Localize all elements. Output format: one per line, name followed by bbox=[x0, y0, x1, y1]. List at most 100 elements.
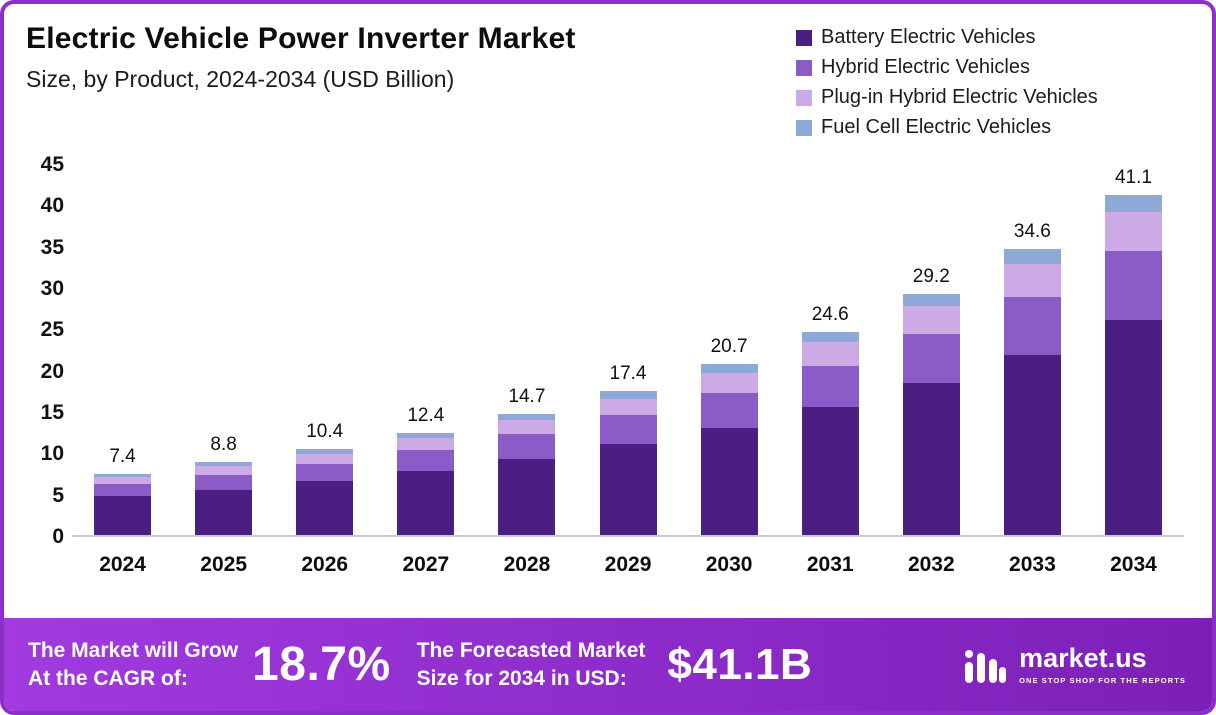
logo-name: market.us bbox=[1019, 642, 1147, 673]
legend-swatch-fcev bbox=[796, 119, 812, 136]
bar-segment bbox=[1003, 263, 1061, 297]
bar-segment bbox=[902, 306, 960, 335]
y-tick-label: 45 bbox=[40, 153, 64, 176]
y-tick-label: 25 bbox=[40, 318, 64, 342]
bar-segment bbox=[498, 413, 556, 421]
bar-total-label: 10.4 bbox=[306, 421, 344, 443]
bar-column: 24.6 bbox=[780, 165, 881, 535]
cagr-label: The Market will Grow At the CAGR of: bbox=[28, 637, 238, 692]
bar-segment bbox=[195, 474, 253, 490]
bar-stack bbox=[700, 363, 758, 535]
bar-column: 8.8 bbox=[173, 165, 274, 535]
x-axis-tick-label: 2028 bbox=[503, 553, 551, 576]
bar-segment bbox=[1104, 251, 1162, 321]
y-tick-label: 10 bbox=[40, 442, 64, 466]
page-title: Electric Vehicle Power Inverter Market bbox=[26, 22, 576, 55]
forecast-label: The Forecasted Market Size for 2034 in U… bbox=[417, 637, 646, 692]
bar-segment bbox=[397, 432, 455, 439]
bar-total-label: 29.2 bbox=[912, 265, 950, 287]
y-tick-label: 0 bbox=[52, 525, 64, 548]
x-axis-tick-label: 2033 bbox=[1009, 553, 1056, 576]
bar-segment bbox=[700, 392, 758, 428]
footer-banner: The Market will Grow At the CAGR of: 18.… bbox=[4, 618, 1212, 711]
bar-stack bbox=[1104, 195, 1162, 535]
bar-segment bbox=[397, 449, 455, 471]
legend-item-phev: Plug-in Hybrid Electric Vehicles bbox=[796, 86, 1186, 109]
bar-segment bbox=[1003, 296, 1061, 355]
y-tick-label: 20 bbox=[40, 359, 64, 383]
bar-segment bbox=[1104, 211, 1162, 252]
bar-stack bbox=[599, 391, 657, 535]
legend-label: Fuel Cell Electric Vehicles bbox=[821, 116, 1052, 138]
y-tick-label: 40 bbox=[40, 194, 64, 218]
legend-swatch-hev bbox=[796, 59, 812, 76]
y-axis: 0 5 10 15 20 25 30 35 40 45 bbox=[20, 154, 72, 577]
x-axis-tick-label: 2026 bbox=[301, 553, 349, 576]
bar-stack bbox=[94, 473, 152, 535]
bar-segment bbox=[94, 483, 152, 497]
bar-segment bbox=[599, 415, 657, 445]
bar-segment bbox=[296, 463, 354, 482]
x-axis-tick-label: 2034 bbox=[1110, 553, 1157, 576]
legend-item-bev: Battery Electric Vehicles bbox=[796, 26, 1186, 49]
bar-total-label: 12.4 bbox=[407, 404, 445, 426]
bar-stack bbox=[902, 293, 960, 535]
bar-segment bbox=[397, 470, 455, 535]
bar-segment bbox=[195, 489, 253, 535]
logo-tagline: ONE STOP SHOP FOR THE REPORTS bbox=[1019, 675, 1186, 685]
header: Electric Vehicle Power Inverter Market S… bbox=[4, 4, 1212, 139]
legend-label: Plug-in Hybrid Electric Vehicles bbox=[821, 86, 1098, 108]
bar-stack bbox=[1003, 249, 1061, 535]
bar-column: 14.7 bbox=[476, 165, 577, 535]
bar-total-label: 41.1 bbox=[1114, 167, 1152, 189]
bar-column: 7.4 bbox=[72, 165, 173, 535]
bar-segment bbox=[801, 365, 859, 407]
bar-segment bbox=[700, 427, 758, 535]
bar-segment bbox=[902, 382, 960, 535]
y-tick-label: 30 bbox=[40, 277, 64, 300]
x-axis-labels: 2024 2025 2026 2027 2028 2029 2030 2031 2032 2033… bbox=[72, 537, 1184, 577]
legend-item-fcev: Fuel Cell Electric Vehicles bbox=[796, 116, 1186, 139]
bar-segment bbox=[195, 466, 253, 475]
x-axis-tick-label: 2024 bbox=[99, 553, 146, 576]
bar-segment bbox=[1104, 195, 1162, 212]
title-block: Electric Vehicle Power Inverter Market S… bbox=[26, 22, 576, 139]
bar-segment bbox=[498, 434, 556, 459]
bar-segment bbox=[700, 373, 758, 393]
legend-swatch-phev bbox=[796, 89, 812, 106]
bar-segment bbox=[902, 293, 960, 307]
bar-column: 29.2 bbox=[881, 165, 982, 535]
bar-segment bbox=[94, 473, 152, 478]
bar-total-label: 14.7 bbox=[508, 385, 546, 407]
x-axis-tick-label: 2025 bbox=[200, 553, 247, 576]
page-subtitle: Size, by Product, 2024-2034 (USD Billion… bbox=[26, 66, 455, 92]
bar-stack bbox=[397, 432, 455, 535]
legend: Battery Electric Vehicles Hybrid Electri… bbox=[796, 22, 1186, 139]
forecast-label-line1: The Forecasted Market bbox=[416, 639, 646, 663]
bar-segment bbox=[397, 438, 455, 450]
legend-label: Battery Electric Vehicles bbox=[821, 26, 1036, 48]
legend-item-hev: Hybrid Electric Vehicles bbox=[796, 56, 1186, 79]
bar-segment bbox=[1003, 249, 1061, 264]
y-tick-label: 15 bbox=[40, 401, 64, 424]
bar-segment bbox=[296, 449, 354, 455]
forecast-label-line2: Size for 2034 in USD: bbox=[416, 666, 627, 690]
bar-column: 41.1 bbox=[1083, 165, 1184, 535]
bar-total-label: 34.6 bbox=[1013, 221, 1051, 242]
bar-column: 20.7 bbox=[679, 165, 780, 535]
bar-total-label: 8.8 bbox=[210, 434, 237, 456]
bar-segment bbox=[902, 334, 960, 383]
x-axis-tick-label: 2031 bbox=[806, 553, 854, 576]
bar-segment bbox=[94, 496, 152, 535]
bar-segment bbox=[94, 477, 152, 484]
forecast-value: $41.1B bbox=[667, 639, 813, 689]
bar-segment bbox=[1003, 354, 1061, 535]
legend-label: Hybrid Electric Vehicles bbox=[821, 56, 1030, 78]
bar-total-label: 17.4 bbox=[609, 363, 647, 385]
bar-stack bbox=[801, 331, 859, 535]
bar-total-label: 7.4 bbox=[109, 445, 136, 467]
bar-total-label: 20.7 bbox=[710, 335, 748, 357]
cagr-label-line2: At the CAGR of: bbox=[28, 666, 188, 690]
y-tick-label: 35 bbox=[40, 235, 64, 259]
